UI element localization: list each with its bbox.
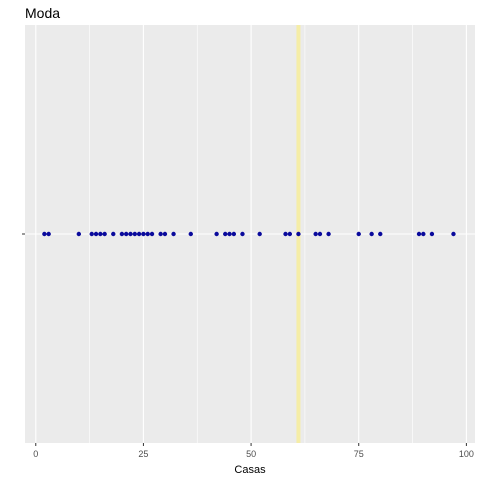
data-point [98, 231, 103, 237]
data-point [136, 231, 142, 237]
data-point [46, 231, 51, 237]
chart-title: Moda [25, 5, 60, 21]
data-point [326, 231, 331, 237]
data-point [158, 231, 163, 237]
data-point [119, 231, 125, 237]
data-point [76, 231, 82, 237]
data-point [102, 231, 107, 237]
data-point [313, 231, 318, 237]
data-point [128, 231, 133, 237]
data-point [223, 231, 228, 237]
data-point [188, 231, 193, 237]
data-point [141, 231, 146, 237]
data-point [42, 231, 47, 237]
data-point [283, 231, 288, 237]
data-point [227, 231, 232, 237]
data-point [171, 231, 176, 237]
x-axis-title: Casas [234, 464, 266, 476]
data-point [317, 231, 323, 237]
data-point [356, 231, 361, 237]
x-tick-label: 75 [354, 449, 364, 459]
x-tick-label: 25 [138, 449, 148, 459]
data-point [296, 231, 301, 237]
data-point [421, 231, 426, 237]
data-point [89, 231, 94, 237]
data-point [451, 231, 456, 237]
x-tick-label: 50 [246, 449, 256, 459]
data-point [145, 231, 150, 237]
data-point [123, 231, 129, 237]
data-point [369, 231, 374, 237]
data-points [42, 231, 456, 237]
data-point [162, 231, 168, 237]
x-axis-ticks: 0 25 50 75 100 [33, 443, 474, 459]
data-point [257, 231, 262, 237]
data-point [287, 231, 293, 237]
data-point [111, 231, 116, 237]
data-point [429, 231, 435, 237]
data-point [214, 231, 219, 237]
x-tick-label: 0 [33, 449, 38, 459]
data-point [240, 231, 245, 237]
data-point [132, 231, 138, 237]
data-point [149, 231, 155, 237]
data-point [378, 231, 383, 237]
data-point [416, 231, 422, 237]
x-tick-label: 100 [459, 449, 474, 459]
data-point [93, 231, 99, 237]
data-point [231, 231, 237, 237]
